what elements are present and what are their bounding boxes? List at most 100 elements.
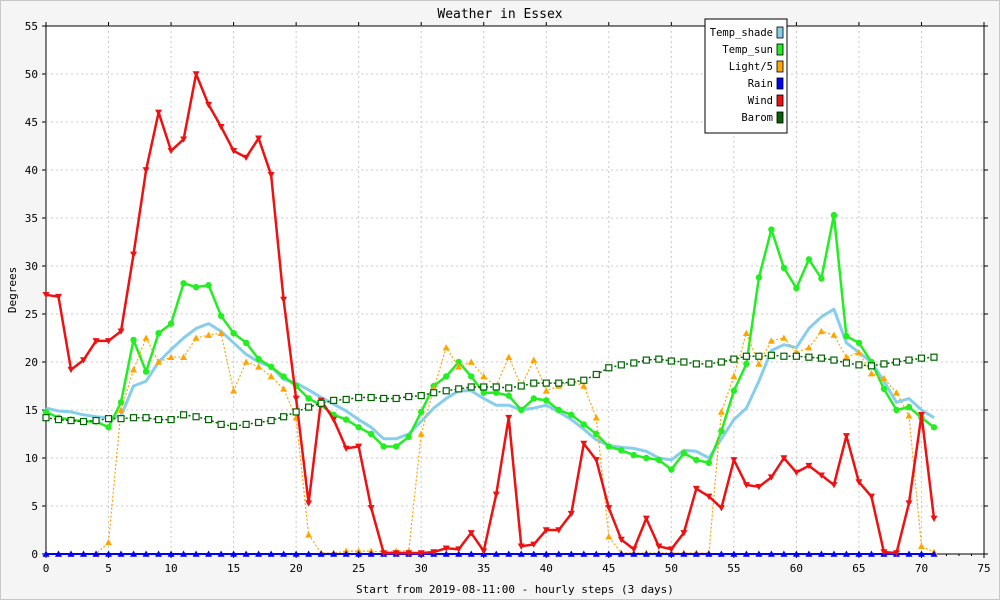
data-point-rain xyxy=(192,550,200,557)
series-line-wind xyxy=(45,72,936,555)
data-point-rain xyxy=(492,550,500,557)
data-point-wind xyxy=(805,462,813,470)
data-point-barom xyxy=(167,416,175,424)
data-point-wind xyxy=(417,550,425,557)
data-point-barom xyxy=(867,362,876,370)
data-point-temp-sun xyxy=(793,284,800,292)
data-point-barom xyxy=(455,385,463,393)
data-point-rain xyxy=(755,550,763,557)
data-point-rain xyxy=(692,550,700,557)
data-point-barom xyxy=(292,408,300,416)
data-point-rain xyxy=(205,550,213,557)
data-point-temp-sun xyxy=(280,373,287,380)
data-point-rain xyxy=(592,550,600,557)
data-point-barom xyxy=(42,414,50,422)
data-point-light-5 xyxy=(905,412,913,419)
data-point-rain xyxy=(67,550,75,557)
data-point-barom xyxy=(317,399,325,407)
series-temp-shade xyxy=(45,307,935,462)
data-point-wind xyxy=(355,443,363,450)
data-point-barom xyxy=(705,360,713,368)
data-point-light-5 xyxy=(867,370,875,377)
data-point-temp-sun xyxy=(768,226,775,233)
data-point-barom xyxy=(142,414,150,422)
data-point-temp-sun xyxy=(205,282,212,289)
data-point-rain xyxy=(555,550,563,557)
legend-label-rain: Rain xyxy=(748,78,773,90)
data-point-temp-sun xyxy=(855,339,863,346)
data-point-wind xyxy=(117,328,125,335)
data-point-barom xyxy=(54,416,63,424)
data-point-rain xyxy=(155,550,163,557)
data-point-wind xyxy=(667,546,675,553)
data-point-rain xyxy=(767,550,775,557)
data-point-rain xyxy=(680,550,688,557)
data-point-rain xyxy=(292,550,300,557)
data-point-barom xyxy=(880,360,888,368)
x-tick-label: 15 xyxy=(227,562,240,575)
data-point-wind xyxy=(67,366,75,374)
data-point-wind xyxy=(392,550,400,557)
data-point-barom xyxy=(542,379,550,387)
data-point-barom xyxy=(717,358,725,366)
data-point-wind xyxy=(592,457,600,464)
data-point-barom xyxy=(204,416,213,424)
data-point-temp-sun xyxy=(805,256,813,263)
data-point-barom xyxy=(567,378,575,386)
data-point-rain xyxy=(842,550,850,557)
data-point-light-5 xyxy=(892,389,900,396)
data-point-barom xyxy=(930,353,938,361)
data-point-wind xyxy=(217,124,225,131)
data-point-wind xyxy=(680,530,688,537)
data-point-wind xyxy=(642,515,650,522)
data-point-wind xyxy=(842,433,850,440)
series-temp-sun xyxy=(42,211,938,473)
x-tick-label: 65 xyxy=(852,562,865,575)
data-point-rain xyxy=(305,550,313,557)
y-tick-label: 45 xyxy=(25,116,38,129)
data-point-temp-sun xyxy=(117,399,125,406)
data-point-temp-sun xyxy=(505,392,512,399)
data-point-barom xyxy=(392,394,400,403)
data-point-wind xyxy=(505,414,513,422)
data-point-wind xyxy=(55,293,63,301)
data-point-light-5 xyxy=(455,363,463,370)
data-point-wind xyxy=(755,484,763,491)
data-point-rain xyxy=(830,550,838,557)
data-point-light-5 xyxy=(730,372,738,380)
data-point-temp-sun xyxy=(355,424,362,431)
data-point-wind xyxy=(267,172,275,179)
data-point-rain xyxy=(167,550,175,557)
data-point-barom xyxy=(680,358,688,366)
data-point-light-5 xyxy=(467,358,475,365)
data-point-temp-sun xyxy=(518,406,525,414)
y-tick-label: 0 xyxy=(31,548,38,561)
y-axis-label: Degrees xyxy=(6,267,19,313)
legend: Temp_shade Temp_sun Light/5 Rain Wind Barom xyxy=(704,18,788,134)
data-point-rain xyxy=(367,550,375,557)
data-point-rain xyxy=(605,550,613,557)
data-point-light-5 xyxy=(755,360,763,367)
data-point-rain xyxy=(267,550,275,557)
data-point-wind xyxy=(442,545,450,552)
data-point-temp-sun xyxy=(655,456,663,464)
data-point-light-5 xyxy=(442,344,450,351)
grid xyxy=(46,26,984,554)
data-point-wind xyxy=(230,148,238,155)
data-point-wind xyxy=(330,416,338,424)
data-point-temp-sun xyxy=(142,368,150,375)
data-point-wind xyxy=(617,536,625,544)
data-point-barom xyxy=(917,354,926,362)
data-point-barom xyxy=(154,416,163,424)
series-layer xyxy=(42,71,938,557)
data-point-light-5 xyxy=(217,329,225,336)
data-point-barom xyxy=(104,415,113,423)
y-tick-label: 5 xyxy=(31,500,38,513)
data-point-temp-sun xyxy=(755,274,763,281)
data-point-barom xyxy=(605,364,613,372)
data-point-wind xyxy=(492,491,500,498)
data-point-wind xyxy=(42,292,50,299)
data-point-barom xyxy=(742,352,750,360)
data-point-wind xyxy=(630,546,638,553)
